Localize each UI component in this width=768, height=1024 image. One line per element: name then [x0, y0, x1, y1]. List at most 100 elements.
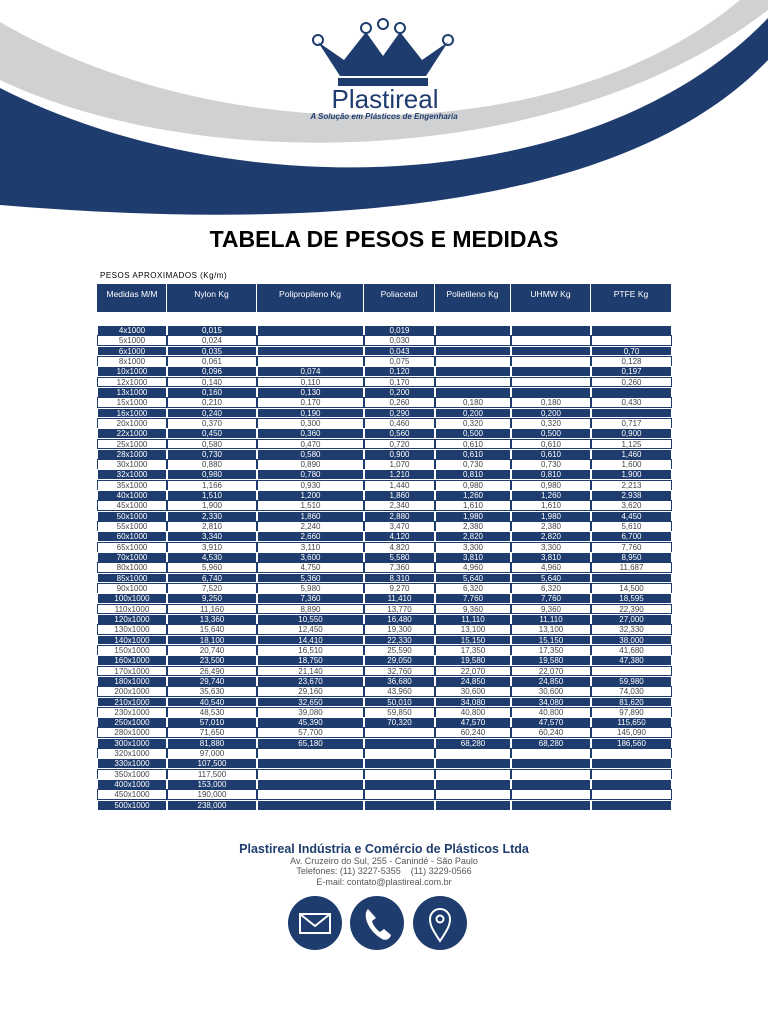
table-cell: 0,200: [511, 407, 591, 419]
table-cell: 55x1000: [97, 521, 167, 532]
table-cell: 2,660: [257, 531, 364, 543]
empty-cell: [257, 789, 364, 801]
table-cell: 15,150: [435, 634, 511, 646]
contact-icons: [288, 896, 467, 950]
table-cell: 1,210: [364, 469, 435, 481]
table-cell: 30x1000: [97, 459, 167, 470]
table-cell: 3,600: [257, 552, 364, 563]
table-cell: 0,160: [167, 386, 257, 398]
table-cell: 300x1000: [97, 737, 167, 749]
table-cell: 48,530: [167, 706, 257, 718]
table-cell: 0,240: [167, 407, 257, 419]
table-cell: 23,670: [257, 675, 364, 687]
table-cell: 0,180: [435, 397, 511, 409]
table-cell: 200x1000: [97, 686, 167, 697]
empty-cell: [435, 789, 511, 801]
table-cell: 0,880: [167, 459, 257, 470]
table-cell: 25,590: [364, 644, 435, 656]
table-cell: 32,760: [364, 665, 435, 677]
empty-cell: [511, 325, 591, 336]
table-cell: 45,390: [257, 717, 364, 728]
empty-cell: [511, 366, 591, 378]
empty-cell: [364, 779, 435, 790]
empty-cell: [364, 748, 435, 759]
table-cell: 0,035: [167, 345, 257, 357]
table-cell: 2,938: [591, 490, 672, 501]
table-cell: 0,120: [364, 366, 435, 378]
empty-cell: [435, 345, 511, 357]
table-cell: 110x1000: [97, 603, 167, 615]
table-cell: 18,750: [257, 655, 364, 667]
empty-cell: [511, 779, 591, 790]
table-cell: 5,580: [364, 552, 435, 563]
table-cell: 70x1000: [97, 552, 167, 563]
table-cell: 21,140: [257, 665, 364, 677]
table-cell: 0,900: [591, 428, 672, 439]
table-cell: 81,620: [591, 696, 672, 708]
table-cell: 41,680: [591, 644, 672, 656]
table-cell: 5x1000: [97, 335, 167, 347]
table-cell: 1,610: [511, 500, 591, 512]
empty-cell: [511, 799, 591, 811]
table-cell: 97,890: [591, 706, 672, 718]
table-cell: 11,687: [591, 562, 672, 574]
table-cell: 120x1000: [97, 613, 167, 625]
table-cell: 26,490: [167, 665, 257, 677]
table-cell: 1,260: [511, 490, 591, 501]
table-cell: 0,580: [257, 448, 364, 460]
table-cell: 0,580: [167, 438, 257, 450]
column-header: Polietileno Kg: [435, 284, 511, 312]
empty-cell: [364, 737, 435, 749]
table-cell: 115,650: [591, 717, 672, 728]
table-cell: 22,070: [511, 665, 591, 677]
table-cell: 17,350: [511, 644, 591, 656]
table-cell: 8,890: [257, 603, 364, 615]
table-cell: 0,980: [511, 479, 591, 491]
table-cell: 4x1000: [97, 325, 167, 336]
table-cell: 8x1000: [97, 355, 167, 367]
table-cell: 0,717: [591, 417, 672, 429]
table-cell: 80x1000: [97, 562, 167, 574]
table-cell: 23,500: [167, 655, 257, 667]
empty-cell: [257, 758, 364, 770]
table-cell: 65,180: [257, 737, 364, 749]
table-cell: 117,500: [167, 768, 257, 780]
table-cell: 5,960: [167, 562, 257, 574]
table-cell: 186,560: [591, 737, 672, 749]
table-cell: 10,550: [257, 613, 364, 625]
empty-cell: [511, 376, 591, 388]
table-cell: 1,860: [257, 510, 364, 522]
table-cell: 0,360: [257, 428, 364, 439]
table-cell: 11,160: [167, 603, 257, 615]
empty-cell: [257, 325, 364, 336]
table-cell: 0,180: [511, 397, 591, 409]
table-cell: 17,350: [435, 644, 511, 656]
table-cell: 13,100: [435, 624, 511, 636]
table-cell: 0,930: [257, 479, 364, 491]
table-cell: 47,570: [511, 717, 591, 728]
table-cell: 0,030: [364, 335, 435, 347]
table-cell: 13,770: [364, 603, 435, 615]
table-cell: 0,075: [364, 355, 435, 367]
table-cell: 0,900: [364, 448, 435, 460]
column-header: Polipropileno Kg: [257, 284, 364, 312]
table-cell: 0,061: [167, 355, 257, 367]
empty-cell: [435, 779, 511, 790]
table-cell: 71,650: [167, 727, 257, 739]
logo-text: Plastireal: [331, 84, 439, 114]
table-cell: 1,166: [167, 479, 257, 491]
table-cell: 12,450: [257, 624, 364, 636]
table-cell: 100x1000: [97, 593, 167, 605]
table-cell: 330x1000: [97, 758, 167, 770]
table-cell: 400x1000: [97, 779, 167, 790]
table-cell: 3,910: [167, 541, 257, 553]
empty-cell: [591, 768, 672, 780]
table-cell: 81,880: [167, 737, 257, 749]
table-cell: 6,320: [511, 583, 591, 594]
table-cell: 24,850: [511, 675, 591, 687]
table-cell: 16,480: [364, 613, 435, 625]
table-cell: 32,330: [591, 624, 672, 636]
table-cell: 0,890: [257, 459, 364, 470]
empty-cell: [591, 748, 672, 759]
empty-cell: [257, 355, 364, 367]
